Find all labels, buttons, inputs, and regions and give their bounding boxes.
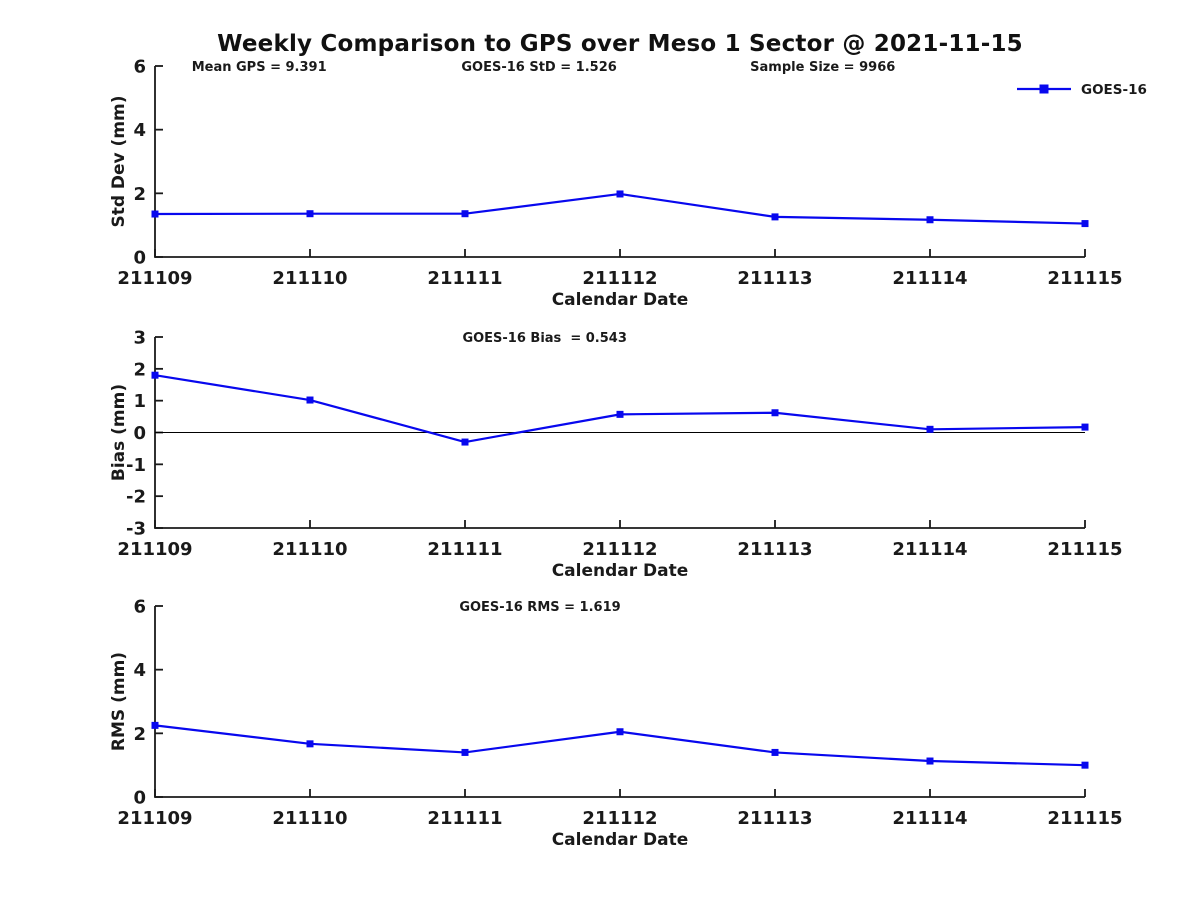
x-tick-label: 211109 [117,808,192,829]
data-point-marker [616,410,624,418]
y-tick-label: 6 [133,57,146,78]
x-tick-label: 211113 [737,268,812,289]
x-tick-label: 211110 [272,808,347,829]
y-tick-label: 4 [133,660,146,681]
y-tick-label: -1 [126,455,146,476]
y-tick-label: 4 [133,120,146,141]
x-tick-label: 211114 [892,539,967,560]
legend: GOES-16 [1017,82,1147,98]
legend-marker [1039,84,1049,94]
y-tick-label: 2 [133,359,146,380]
x-tick-label: 211115 [1047,539,1122,560]
y-tick-label: 0 [133,423,146,444]
data-point-marker [1081,423,1089,431]
x-tick-label: 211114 [892,268,967,289]
data-point-marker [1081,761,1089,769]
data-point-marker [616,728,624,736]
y-tick-label: 2 [133,184,146,205]
x-tick-label: 211111 [427,808,502,829]
data-point-marker [306,740,314,748]
data-point-marker [461,210,469,218]
y-tick-label: 0 [133,788,146,809]
main-title: Weekly Comparison to GPS over Meso 1 Sec… [217,31,1023,57]
data-point-marker [771,409,779,417]
x-axis-title: Calendar Date [552,561,689,581]
x-axis-title: Calendar Date [552,290,689,310]
subplot-rms: 0 2 4 6 211109 211110 211111 211112 211113 211114… [109,597,1123,851]
data-point-marker [1081,220,1089,228]
subplot-bias: -3 -2 -1 0 1 2 3 211109 211110 211111 211112 211113… [109,328,1123,582]
legend-label: GOES-16 [1081,82,1147,98]
y-tick-label: -3 [126,519,146,540]
data-point-marker [616,190,624,198]
stat-annotation: Sample Size = 9966 [750,60,895,75]
x-tick-label: 211109 [117,539,192,560]
y-tick-label: 3 [133,328,146,349]
data-point-marker [151,210,159,218]
data-point-marker [461,438,469,446]
x-tick-label: 211111 [427,268,502,289]
x-tick-label: 211115 [1047,268,1122,289]
series-line-stddev [154,192,1086,225]
y-tick-label: 2 [133,724,146,745]
y-axis-title: Std Dev (mm) [109,95,129,227]
stat-annotation: Mean GPS = 9.391 [192,60,327,75]
x-tick-label: 211115 [1047,808,1122,829]
data-point-marker [306,396,314,404]
x-tick-label: 211109 [117,268,192,289]
y-tick-label: 0 [133,248,146,269]
y-axis-title: RMS (mm) [109,652,129,751]
x-tick-label: 211113 [737,539,812,560]
x-tick-label: 211110 [272,268,347,289]
data-point-marker [926,216,934,224]
stat-annotation: GOES-16 StD = 1.526 [461,60,616,75]
y-axis-title: Bias (mm) [109,384,129,481]
data-point-marker [461,748,469,756]
data-point-marker [926,425,934,433]
data-point-marker [306,210,314,218]
x-tick-label: 211110 [272,539,347,560]
x-tick-label: 211111 [427,539,502,560]
data-point-marker [926,757,934,765]
x-tick-label: 211114 [892,808,967,829]
data-point-marker [151,371,159,379]
subplot-stddev: 0 2 4 6 211109 211110 211111 211112 211113 211114… [109,57,1147,311]
x-tick-label: 211113 [737,808,812,829]
data-point-marker [771,213,779,221]
y-tick-label: 6 [133,597,146,618]
x-tick-label: 211112 [582,268,657,289]
y-tick-label: -2 [126,487,146,508]
x-tick-label: 211112 [582,539,657,560]
data-point-marker [771,748,779,756]
y-tick-label: 1 [133,391,146,412]
x-tick-label: 211112 [582,808,657,829]
stat-annotation: GOES-16 Bias = 0.543 [462,331,626,346]
data-point-marker [151,721,159,729]
x-axis-title: Calendar Date [552,830,689,850]
stat-annotation: GOES-16 RMS = 1.619 [459,600,620,615]
